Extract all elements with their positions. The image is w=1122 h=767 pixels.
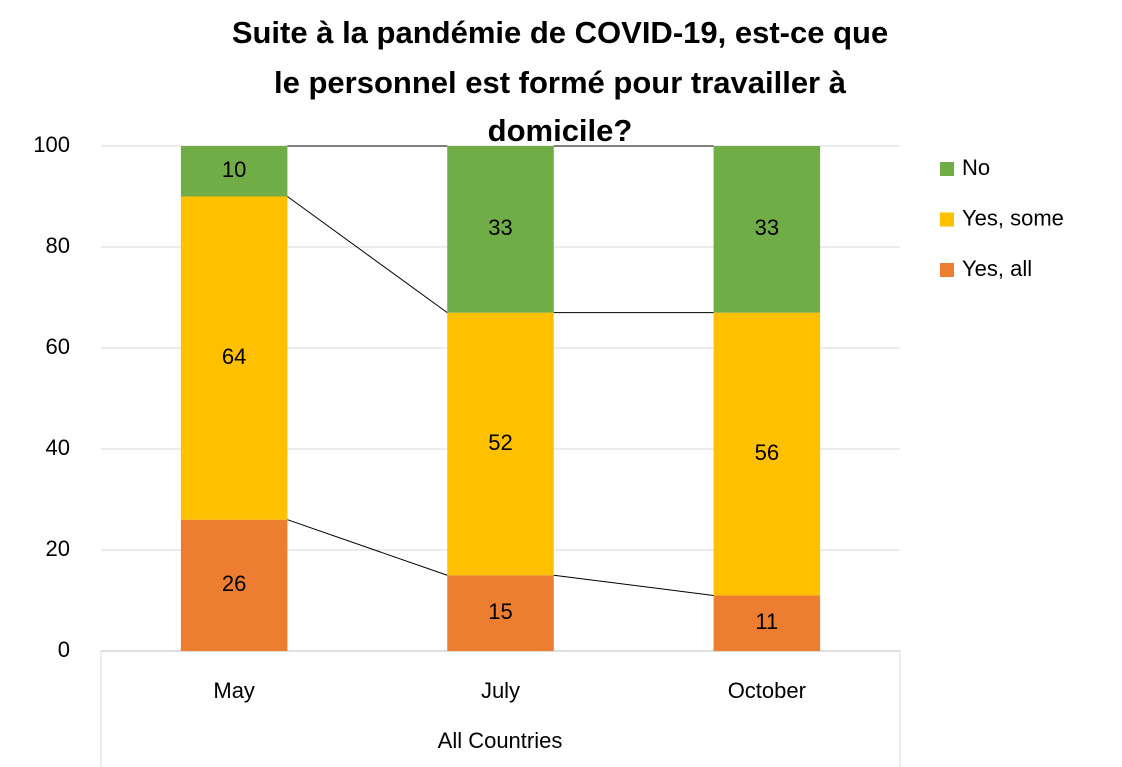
data-label: 52 — [488, 430, 512, 455]
y-tick-label: 20 — [46, 536, 70, 561]
chart-title: le personnel est formé pour travailler à — [274, 65, 847, 100]
data-label: 11 — [755, 609, 778, 634]
legend-swatch — [940, 212, 954, 227]
y-tick-label: 40 — [46, 435, 70, 460]
y-tick-label: 100 — [33, 132, 70, 157]
x-tick-label: May — [213, 678, 255, 703]
legend-label: Yes, all — [962, 256, 1032, 281]
y-tick-label: 0 — [58, 637, 70, 662]
bar-segment — [713, 312, 821, 596]
group-label: All Countries — [438, 728, 563, 753]
legend-swatch — [940, 162, 954, 176]
y-tick-label: 80 — [46, 233, 70, 258]
data-label: 33 — [755, 215, 779, 240]
data-label: 64 — [222, 344, 246, 369]
data-label: 33 — [488, 215, 512, 240]
bar-segment — [713, 595, 821, 651]
data-label: 26 — [222, 571, 246, 596]
x-tick-label: October — [728, 678, 806, 703]
chart-title: Suite à la pandémie de COVID-19, est-ce … — [232, 15, 888, 50]
legend-swatch — [940, 263, 954, 277]
bar-segment — [180, 196, 288, 520]
data-label: 56 — [755, 440, 779, 465]
chart-title: domicile? — [488, 113, 633, 148]
y-tick-label: 60 — [46, 334, 70, 359]
bar-segment — [713, 146, 821, 313]
bar-segment — [447, 146, 554, 313]
bar-segment — [180, 146, 288, 197]
bar-segment — [447, 312, 554, 576]
legend-label: No — [962, 155, 990, 180]
series-line — [287, 519, 448, 576]
x-tick-label: July — [481, 678, 520, 703]
legend-label: Yes, some — [962, 205, 1064, 230]
series-line — [287, 196, 448, 314]
series-line — [553, 574, 714, 596]
bar-segment — [447, 575, 554, 651]
data-label: 10 — [222, 157, 246, 182]
bar-segment — [180, 519, 288, 651]
data-label: 15 — [488, 599, 512, 624]
